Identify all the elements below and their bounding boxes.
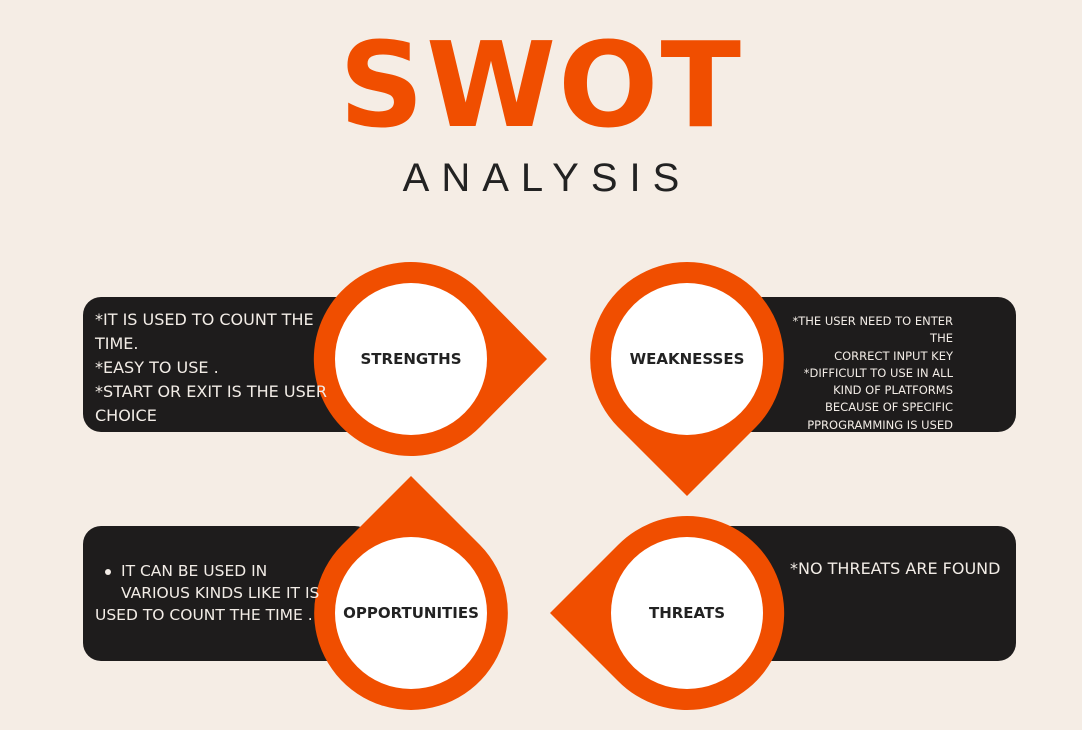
page-subtitle: ANALYSIS: [402, 156, 692, 200]
weaknesses-line: CORRECT INPUT KEY: [834, 348, 953, 363]
page-title: SWOT: [339, 16, 743, 154]
weaknesses-line: THE: [930, 331, 953, 346]
weaknesses-line: *DIFFICULT TO USE IN ALL: [803, 365, 953, 380]
threats-circle: [611, 537, 763, 689]
weaknesses-label: WEAKNESSES: [630, 350, 745, 368]
opportunities-label: OPPORTUNITIES: [343, 604, 479, 622]
opportunities-line: VARIOUS KINDS LIKE IT IS: [121, 584, 320, 602]
strengths-node: STRENGTHS: [313, 261, 547, 456]
strengths-line: TIME.: [95, 334, 139, 353]
opportunities-node: OPPORTUNITIES: [314, 476, 508, 710]
weaknesses-line: PPROGRAMMING IS USED: [807, 417, 953, 432]
opportunities-line: IT CAN BE USED IN: [121, 562, 268, 580]
strengths-text: *IT IS USED TO COUNT THE TIME. *EASY TO …: [95, 308, 327, 428]
threats-line: *NO THREATS ARE FOUND: [790, 559, 1001, 578]
weaknesses-text: *THE USER NEED TO ENTER THE CORRECT INPU…: [792, 313, 953, 434]
strengths-line: CHOICE: [95, 406, 157, 425]
weaknesses-line: *THE USER NEED TO ENTER: [792, 314, 953, 328]
strengths-line: *EASY TO USE .: [95, 358, 219, 377]
strengths-circle: [335, 283, 487, 435]
strengths-line: *START OR EXIT IS THE USER: [95, 382, 327, 401]
weaknesses-node: WEAKNESSES: [590, 262, 784, 496]
weaknesses-line: BECAUSE OF SPECIFIC: [825, 400, 953, 415]
opportunities-line: USED TO COUNT THE TIME .: [95, 606, 313, 624]
opportunities-bullet: IT CAN BE USED IN VARIOUS KINDS LIKE IT …: [95, 560, 319, 626]
opportunities-circle: [335, 537, 487, 689]
weaknesses-line: KIND OF PLATFORMS: [833, 383, 953, 398]
threats-label: THREATS: [649, 604, 725, 622]
threats-text: *NO THREATS ARE FOUND: [790, 557, 1000, 581]
threats-node: THREATS: [550, 515, 785, 710]
strengths-label: STRENGTHS: [360, 350, 461, 368]
weaknesses-circle: [611, 283, 763, 435]
strengths-line: *IT IS USED TO COUNT THE: [95, 310, 314, 329]
opportunities-list: IT CAN BE USED IN VARIOUS KINDS LIKE IT …: [95, 560, 319, 626]
